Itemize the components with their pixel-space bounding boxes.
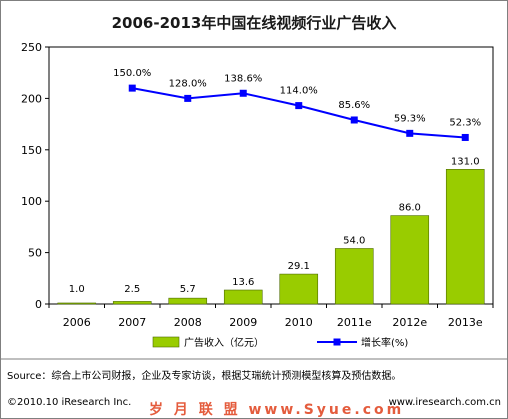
axes: 0 50 100 150 200 250 2006 2007 2008 2009 2010 2011e…: [21, 41, 494, 329]
bar-value-label: 2.5: [124, 284, 140, 295]
y-tick-label: 0: [35, 298, 42, 311]
copyright: ©2010.10 iResearch Inc.: [7, 397, 132, 408]
chart-title: 2006-2013年中国在线视频行业广告收入: [112, 14, 397, 32]
x-tick-label: 2012e: [392, 316, 427, 329]
legend-bar-label: 广告收入（亿元）: [184, 336, 264, 349]
y-tick-label: 150: [21, 144, 42, 157]
bar-value-label: 1.0: [69, 284, 85, 295]
x-tick-label: 2007: [118, 316, 146, 329]
growth-value-label: 59.3%: [394, 113, 426, 124]
x-tick-label: 2006: [63, 316, 91, 329]
legend-bar-swatch: [152, 336, 180, 348]
bar-value-label: 54.0: [343, 235, 365, 246]
y-tick-label: 250: [21, 41, 42, 54]
watermark: 岁 月 联 盟 www.Syue.com: [149, 402, 405, 418]
legend: 广告收入（亿元） 增长率(%): [1, 336, 507, 360]
bar: [390, 215, 430, 305]
bars: [57, 169, 485, 305]
bar: [223, 289, 263, 305]
source-note: Source：综合上市公司财报，企业及专家访谈，根据艾瑞统计预测模型核算及预估数…: [7, 371, 402, 382]
y-tick-label: 200: [21, 92, 42, 105]
bar: [445, 169, 485, 305]
growth-value-label: 128.0%: [169, 78, 207, 89]
bar-value-label: 131.0: [451, 156, 480, 167]
bar: [334, 248, 374, 305]
website-link[interactable]: www.iresearch.com.cn: [388, 397, 501, 408]
bar-value-label: 13.6: [232, 277, 254, 288]
growth-labels: 150.0% 128.0% 138.6% 114.0% 85.6% 59.3% 52.3%: [113, 68, 481, 128]
growth-value-label: 114.0%: [280, 86, 318, 97]
bar-value-label: 29.1: [288, 261, 310, 272]
bar: [57, 302, 97, 305]
bar-value-label: 86.0: [399, 203, 421, 214]
legend-line-label: 增长率(%): [361, 336, 408, 349]
growth-value-label: 138.6%: [224, 73, 262, 84]
growth-line: [128, 84, 469, 141]
bar: [112, 301, 152, 305]
growth-point: [239, 89, 247, 97]
bar: [168, 297, 208, 305]
bar-value-label: 5.7: [180, 284, 196, 295]
bar-labels: 1.0 2.5 5.7 13.6 29.1 54.0 86.0 131.0: [69, 156, 480, 295]
growth-value-label: 85.6%: [338, 100, 370, 111]
y-tick-label: 50: [28, 247, 42, 260]
x-tick-label: 2009: [229, 316, 257, 329]
growth-value-label: 52.3%: [449, 117, 481, 128]
growth-point: [350, 116, 358, 124]
bar: [279, 273, 319, 305]
y-tick-label: 100: [21, 195, 42, 208]
growth-value-label: 150.0%: [113, 68, 151, 79]
growth-point: [461, 133, 469, 141]
x-tick-label: 2011e: [337, 316, 372, 329]
x-tick-label: 2013e: [448, 316, 483, 329]
growth-point: [128, 84, 136, 92]
growth-point: [295, 102, 303, 110]
x-tick-label: 2010: [285, 316, 313, 329]
growth-point: [184, 94, 192, 102]
x-tick-label: 2008: [174, 316, 202, 329]
legend-line-marker: [333, 338, 341, 346]
growth-point: [406, 129, 414, 137]
